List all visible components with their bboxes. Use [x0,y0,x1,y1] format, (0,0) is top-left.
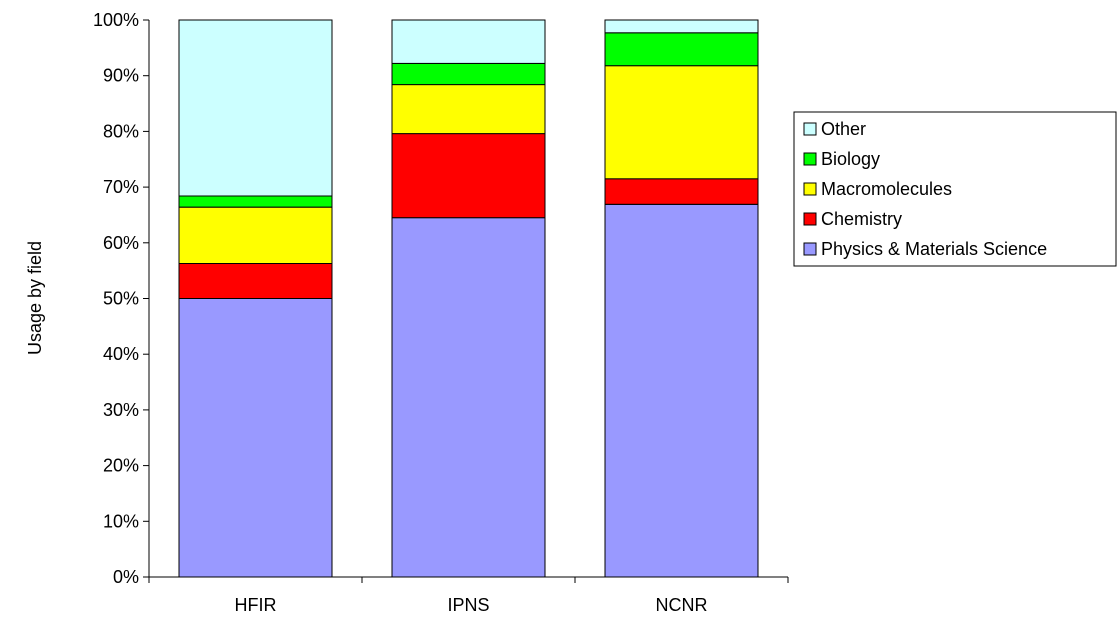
legend-label: Physics & Materials Science [821,239,1047,259]
x-tick-label: IPNS [447,595,489,615]
legend-swatch [803,122,817,136]
bar-segment-ipns-other [391,19,546,64]
bar-segment-ncnr-biology [604,32,759,67]
bar-segment-ipns-macromolecules [391,84,546,135]
y-tick-label: 50% [103,289,139,309]
y-tick-label: 30% [103,400,139,420]
legend-swatch [803,182,817,196]
bar-segment-ipns-chemistry [391,133,546,219]
bar-segment-hfir-other [178,19,333,197]
y-tick-label: 70% [103,177,139,197]
bar-segment-ncnr-chemistry [604,178,759,205]
bar-segment-hfir-chemistry [178,262,333,299]
bar-segment-ncnr-macromolecules [604,65,759,180]
y-tick-label: 60% [103,233,139,253]
y-tick-label: 20% [103,456,139,476]
legend-swatch [803,152,817,166]
bar-segment-ipns-biology [391,62,546,86]
legend-label: Other [821,119,866,139]
legend-swatch [803,212,817,226]
y-tick-label: 80% [103,121,139,141]
bar-segment-hfir-physics-materials-science [178,298,333,578]
legend-label: Macromolecules [821,179,952,199]
x-tick-label: HFIR [235,595,277,615]
y-tick-label: 100% [93,10,139,30]
legend-label: Chemistry [821,209,902,229]
y-axis-title: Usage by field [25,241,45,355]
legend-swatch [803,242,817,256]
y-tick-label: 40% [103,344,139,364]
axes-group: HFIR IPNS NCNR 0% 10% 20% 30% 40% 50% 60% 70% 80% 90… [93,10,789,615]
y-tick-label: 0% [113,567,139,587]
bar-segment-hfir-biology [178,195,333,208]
legend-label: Biology [821,149,880,169]
legend-box [793,111,1117,267]
bar-segment-ipns-physics-materials-science [391,217,546,578]
bars-group [178,19,759,578]
y-tick-label: 90% [103,66,139,86]
legend: Other Biology Macromolecules Chemistry Physi… [793,111,1117,267]
bar-segment-hfir-macromolecules [178,206,333,264]
bar-segment-ncnr-physics-materials-science [604,203,759,578]
x-tick-label: NCNR [656,595,708,615]
bar-segment-ncnr-other [604,19,759,34]
y-tick-label: 10% [103,511,139,531]
